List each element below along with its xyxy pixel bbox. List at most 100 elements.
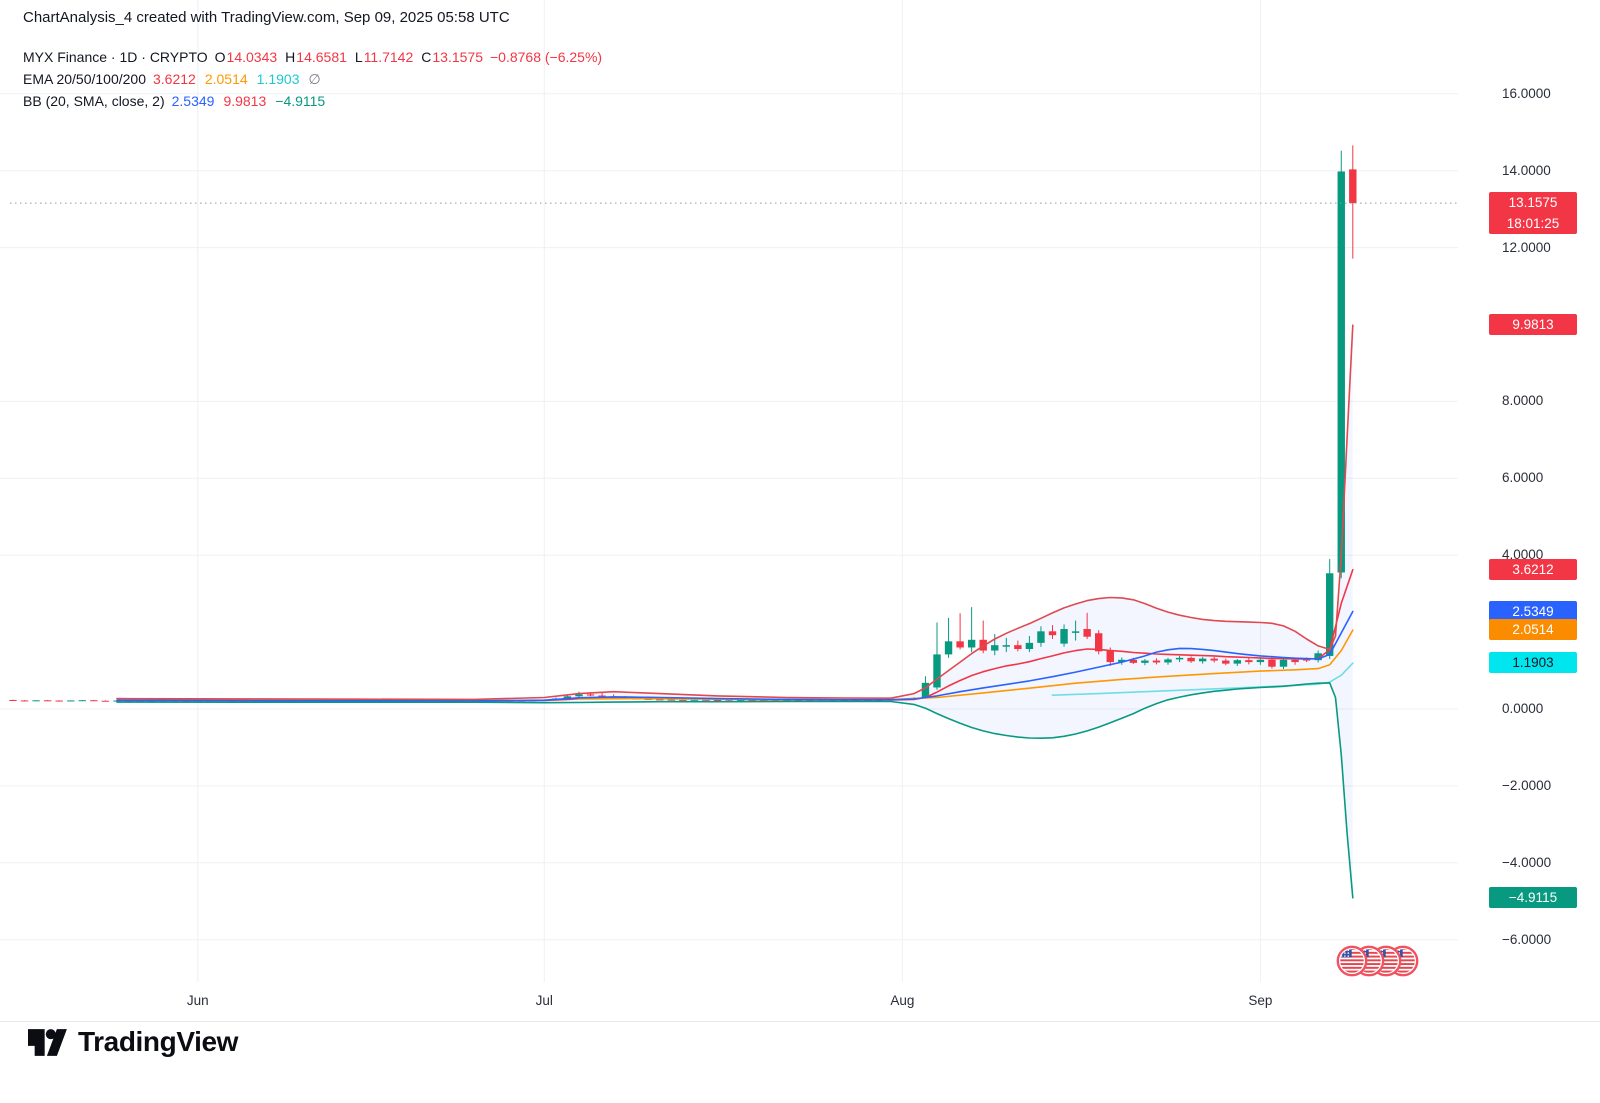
candle-body <box>1256 659 1265 663</box>
candle-body <box>20 700 29 702</box>
candle-body <box>933 654 941 688</box>
candle-body <box>1118 659 1126 663</box>
countdown-timer: 18:01:25 <box>1506 216 1560 232</box>
candle-body <box>956 641 964 648</box>
candle-body <box>725 700 733 702</box>
us-flag-event-icon[interactable] <box>1336 945 1368 977</box>
indicator-value: 3.6212 <box>153 70 196 87</box>
price-axis-label: 14.0000 <box>1502 162 1551 178</box>
chart-title-attribution: ChartAnalysis_4 created with TradingView… <box>23 9 510 26</box>
candle-body <box>1060 629 1068 644</box>
candle-body <box>736 700 745 702</box>
candle-body <box>563 696 572 699</box>
candle-body <box>1164 659 1172 663</box>
candle-body <box>1210 658 1218 661</box>
price-axis-label: −2.0000 <box>1502 777 1552 793</box>
price-axis-label: 4.0000 <box>1502 547 1544 563</box>
candle-body <box>1337 171 1345 573</box>
candle-body <box>1291 659 1299 663</box>
candle-body <box>702 699 710 701</box>
candle-body <box>1175 657 1184 660</box>
candle-body <box>1314 653 1322 661</box>
candle-body <box>1141 660 1149 663</box>
indicator-value: 2.5349 <box>171 93 215 109</box>
bb-values: 2.5349 9.9813 −4.9115 <box>172 93 326 109</box>
ohlc-h: H 14.6581 <box>285 49 347 65</box>
candle-body <box>1002 645 1010 647</box>
candle-body <box>944 641 953 655</box>
indicator-value-badge: 1.1903 <box>1489 652 1577 674</box>
tradingview-logo[interactable]: TradingView <box>28 1026 238 1058</box>
candle-body <box>967 639 976 648</box>
candle-body <box>67 700 75 702</box>
candle-body <box>921 682 930 698</box>
candle-body <box>1095 633 1103 652</box>
candle-body <box>679 699 687 701</box>
candle-body <box>1326 573 1334 656</box>
ohlc-o: O 14.0343 <box>214 49 278 65</box>
candle-body <box>43 700 52 702</box>
last-price-badge: 13.1575 18:01:25 <box>1489 192 1577 235</box>
candle-body <box>1222 660 1230 664</box>
candle-body <box>690 699 699 701</box>
candle-body <box>1198 658 1207 662</box>
candle-body <box>9 699 17 701</box>
candle-body <box>586 694 595 696</box>
chart-bottom-divider <box>0 1021 1600 1022</box>
candle-body <box>748 700 756 702</box>
candle-body <box>1014 645 1022 650</box>
price-axis-label: 12.0000 <box>1502 239 1551 255</box>
price-axis-label: 16.0000 <box>1502 85 1551 101</box>
candle-body <box>1106 650 1114 663</box>
ohlc-l: L 11.7142 <box>354 49 414 65</box>
ema-legend-row[interactable]: EMA 20/50/100/200 3.6212 2.0514 1.1903 ∅ <box>23 70 321 88</box>
ohlc-c: C 13.1575 <box>421 49 483 65</box>
time-axis-label-sep: Sep <box>1248 993 1273 1008</box>
change-value: −0.8768 (−6.25%) <box>490 49 603 65</box>
candle-body <box>1152 660 1161 663</box>
price-axis-label: −4.0000 <box>1502 854 1552 870</box>
candle-body <box>1071 631 1080 633</box>
price-axis-label: 0.0000 <box>1502 701 1544 716</box>
candle-body <box>1245 660 1253 663</box>
indicator-value: 9.9813 <box>223 93 267 109</box>
indicator-value-badge: −4.9115 <box>1489 886 1577 908</box>
candle-body <box>1349 169 1357 204</box>
candle-body <box>1129 659 1138 663</box>
indicator-value: 2.0514 <box>204 70 248 87</box>
ema-indicator-label: EMA 20/50/100/200 <box>23 71 146 87</box>
candle-body <box>1025 642 1034 650</box>
indicator-value-badge: 2.0514 <box>1489 619 1577 641</box>
overlay-line-bb-upper <box>116 324 1354 701</box>
price-axis-label: 6.0000 <box>1502 470 1544 486</box>
indicator-value: ∅ <box>308 70 321 87</box>
candle-body <box>101 700 110 702</box>
candle-body <box>1233 660 1241 664</box>
bb-legend-row[interactable]: BB (20, SMA, close, 2) 2.5349 9.9813 −4.91… <box>23 92 325 110</box>
tradingview-logo-icon <box>28 1028 67 1056</box>
overlay-line-bb-basis <box>116 610 1354 702</box>
indicator-value-badge: 3.6212 <box>1489 558 1577 580</box>
indicator-value-badge: 2.5349 <box>1489 600 1577 622</box>
candle-body <box>78 700 86 702</box>
candle-body <box>991 645 999 651</box>
candle-body <box>713 700 722 702</box>
time-axis-label-jul: Jul <box>535 993 553 1008</box>
candle-body <box>1048 631 1057 636</box>
candle-body <box>1279 659 1288 667</box>
ohlc-values: O 14.0343 H 14.6581 L 11.7142 C 13.1575 <box>215 49 483 65</box>
candle-body <box>667 699 676 701</box>
bollinger-fill <box>117 325 1353 898</box>
candle-body <box>1037 631 1045 643</box>
ema-values: 3.6212 2.0514 1.1903 ∅ <box>153 71 321 88</box>
candle-body <box>1083 629 1091 637</box>
symbol-title: MYX Finance · 1D · CRYPTO <box>23 49 208 65</box>
price-axis-label: 8.0000 <box>1502 393 1544 409</box>
indicator-value-badge: 9.9813 <box>1489 314 1577 336</box>
symbol-legend-row[interactable]: MYX Finance · 1D · CRYPTO O 14.0343 H 14.65… <box>23 48 602 66</box>
candle-body <box>575 694 583 697</box>
indicator-value: 1.1903 <box>256 70 300 87</box>
candle-body <box>90 700 98 702</box>
